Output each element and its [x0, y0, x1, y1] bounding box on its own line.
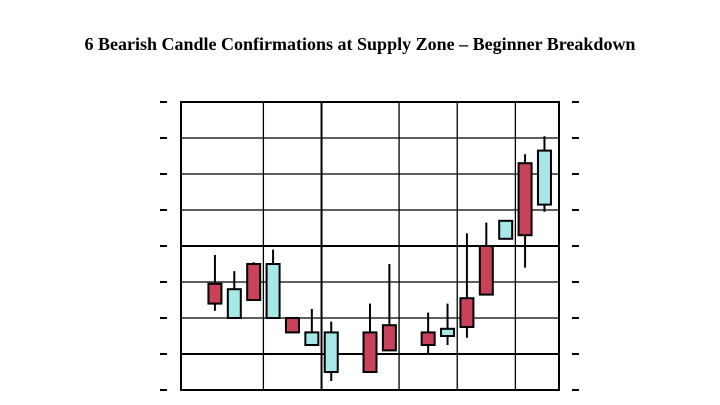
candle-body-bearish — [362, 331, 378, 373]
candle-body-bullish — [440, 327, 456, 337]
candle-3 — [246, 262, 262, 301]
candle-12 — [459, 233, 475, 338]
candle-body-bullish — [498, 219, 514, 240]
candle-body-bearish — [420, 331, 436, 346]
candle-1 — [207, 255, 223, 311]
candle-body-bearish — [459, 297, 475, 329]
candle-14 — [498, 219, 514, 240]
candle-body-bullish — [265, 263, 281, 319]
candle-body-bullish — [536, 149, 552, 206]
candle-body-bearish — [246, 263, 262, 301]
candle-body-bullish — [226, 288, 242, 320]
candle-8 — [362, 303, 378, 373]
candle-body-bullish — [304, 331, 320, 346]
plot-frame — [180, 101, 560, 391]
candle-4 — [265, 249, 281, 319]
candle-9 — [381, 264, 397, 352]
candle-body-bullish — [323, 331, 339, 373]
candle-body-bearish — [381, 324, 397, 352]
candle-16 — [536, 136, 552, 212]
candle-body-bearish — [284, 317, 300, 334]
candle-11 — [440, 303, 456, 345]
candle-15 — [517, 154, 533, 268]
candles — [207, 136, 552, 381]
candle-2 — [226, 271, 242, 320]
candle-10 — [420, 312, 436, 354]
candle-6 — [304, 309, 320, 346]
candle-5 — [284, 317, 300, 334]
candle-7 — [323, 321, 339, 381]
candle-body-bearish — [478, 245, 494, 296]
axis-ticks — [160, 101, 579, 391]
candle-body-bearish — [207, 282, 223, 305]
chart-title: 6 Bearish Candle Confirmations at Supply… — [84, 34, 636, 54]
candle-body-bearish — [517, 162, 533, 237]
candle-13 — [478, 222, 494, 296]
